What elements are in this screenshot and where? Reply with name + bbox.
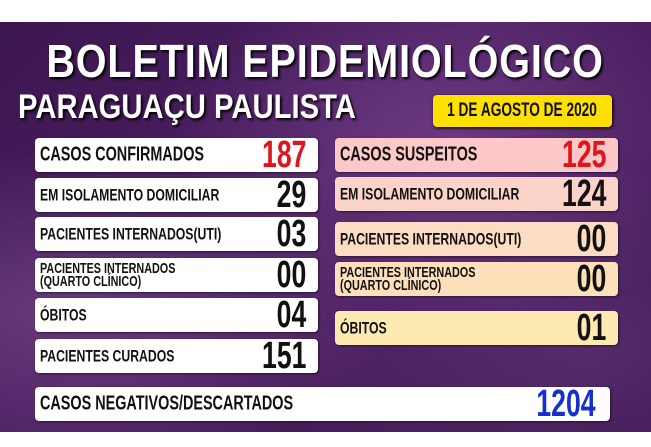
label: ÓBITOS	[40, 305, 87, 325]
value: 03	[276, 213, 306, 255]
bulletin-title: BOLETIM EPIDEMIOLÓGICO	[46, 35, 605, 87]
label: PACIENTES INTERNADOS(UTI)	[40, 224, 222, 244]
label: PACIENTES CURADOS	[40, 346, 175, 366]
value: 151	[261, 335, 306, 377]
confirmed-ward-card: PACIENTES INTERNADOS (QUARTO CLÍNICO) 00	[35, 254, 318, 296]
city-name: PARAGUAÇU PAULISTA	[18, 88, 356, 126]
confirmed-icu-card: PACIENTES INTERNADOS(UTI) 03	[35, 213, 318, 255]
suspected-cases-card: CASOS SUSPEITOS 125	[335, 134, 618, 176]
label: ÓBITOS	[340, 318, 387, 338]
label: EM ISOLAMENTO DOMICILIAR	[40, 185, 220, 205]
confirmed-cases-card: CASOS CONFIRMADOS 187	[35, 134, 318, 176]
confirmed-home-isolation-card: EM ISOLAMENTO DOMICILIAR 29	[35, 174, 318, 216]
recovered-card: PACIENTES CURADOS 151	[35, 335, 318, 377]
value: 00	[576, 218, 606, 260]
suspected-icu-card: PACIENTES INTERNADOS(UTI) 00	[335, 218, 618, 260]
value: 04	[276, 294, 306, 336]
label: CASOS CONFIRMADOS	[40, 143, 205, 166]
label: CASOS SUSPEITOS	[340, 143, 478, 166]
value: 01	[576, 307, 606, 349]
value: 00	[576, 258, 606, 300]
label: PACIENTES INTERNADOS (QUARTO CLÍNICO)	[40, 260, 176, 290]
date-badge: 1 DE AGOSTO DE 2020	[433, 95, 612, 127]
label: PACIENTES INTERNADOS(UTI)	[340, 229, 522, 249]
value: 125	[561, 134, 606, 176]
suspected-ward-card: PACIENTES INTERNADOS (QUARTO CLÍNICO) 00	[335, 258, 618, 300]
label: CASOS NEGATIVOS/DESCARTADOS	[40, 392, 294, 415]
value: 00	[276, 254, 306, 296]
value: 1204	[536, 383, 596, 425]
value: 29	[276, 174, 306, 216]
label: PACIENTES INTERNADOS (QUARTO CLÍNICO)	[340, 264, 476, 294]
negative-cases-card: CASOS NEGATIVOS/DESCARTADOS 1204	[35, 383, 610, 425]
confirmed-deaths-card: ÓBITOS 04	[35, 294, 318, 336]
label: EM ISOLAMENTO DOMICILIAR	[340, 184, 520, 204]
value: 187	[261, 134, 306, 176]
suspected-deaths-card: ÓBITOS 01	[335, 307, 618, 349]
value: 124	[561, 173, 606, 215]
suspected-home-isolation-card: EM ISOLAMENTO DOMICILIAR 124	[335, 173, 618, 215]
